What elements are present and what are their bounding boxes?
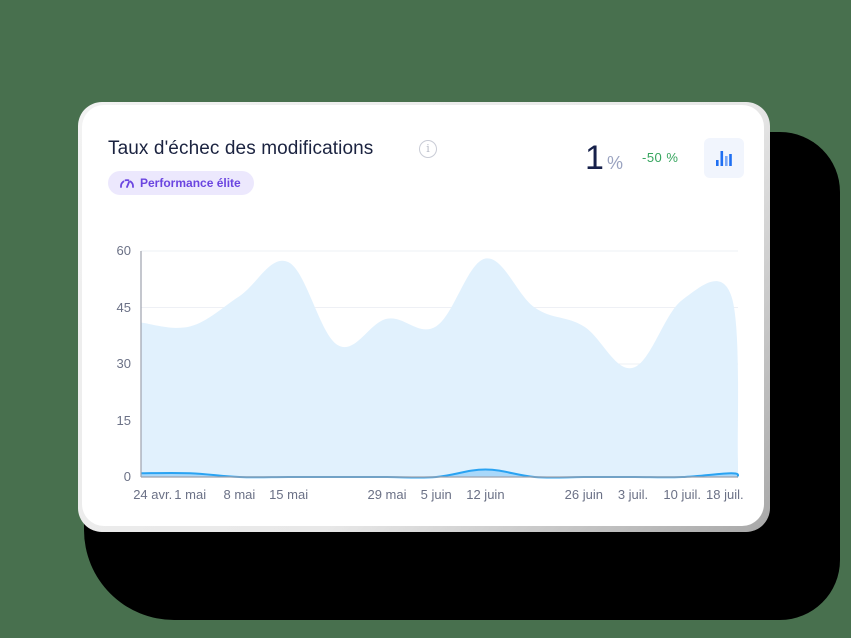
metric-value: 1 bbox=[585, 139, 604, 177]
x-tick-label: 26 juin bbox=[564, 487, 603, 502]
y-tick-label: 45 bbox=[116, 299, 131, 315]
y-tick-label: 60 bbox=[116, 243, 131, 258]
x-tick-label: 10 juil. bbox=[663, 487, 701, 502]
x-tick-label: 5 juin bbox=[420, 487, 452, 502]
delta-badge: -50 % bbox=[642, 150, 679, 165]
x-tick-label: 15 mai bbox=[269, 487, 309, 502]
speedometer-icon bbox=[120, 179, 134, 188]
x-tick-label: 12 juin bbox=[466, 487, 505, 502]
info-icon[interactable]: i bbox=[419, 140, 437, 158]
x-tick-label: 3 juil. bbox=[617, 487, 649, 502]
x-tick-label: 1 mai bbox=[174, 487, 207, 502]
chart-toggle-button[interactable] bbox=[704, 138, 744, 178]
x-tick-label: 8 mai bbox=[223, 487, 256, 502]
y-tick-label: 30 bbox=[116, 356, 131, 371]
y-tick-label: 0 bbox=[123, 469, 131, 484]
badge-label: Performance élite bbox=[140, 176, 241, 190]
x-tick-label: 29 mai bbox=[367, 487, 407, 502]
bar-chart-icon bbox=[716, 151, 732, 166]
card-title: Taux d'échec des modifications bbox=[108, 138, 374, 159]
x-tick-label: 18 juil. bbox=[706, 487, 744, 502]
metric-card: Taux d'échec des modifications i Perform… bbox=[82, 105, 764, 526]
area-series bbox=[141, 258, 739, 477]
metric-unit: % bbox=[607, 153, 624, 173]
performance-badge: Performance élite bbox=[108, 171, 254, 195]
y-tick-label: 15 bbox=[116, 412, 131, 428]
area-chart: 0 15 30 45 60 24 avr. 1 mai 8 mai 15 mai 29 mai 5… bbox=[82, 105, 764, 526]
chart-plot bbox=[140, 250, 740, 479]
x-tick-label: 24 avr. bbox=[133, 487, 173, 502]
